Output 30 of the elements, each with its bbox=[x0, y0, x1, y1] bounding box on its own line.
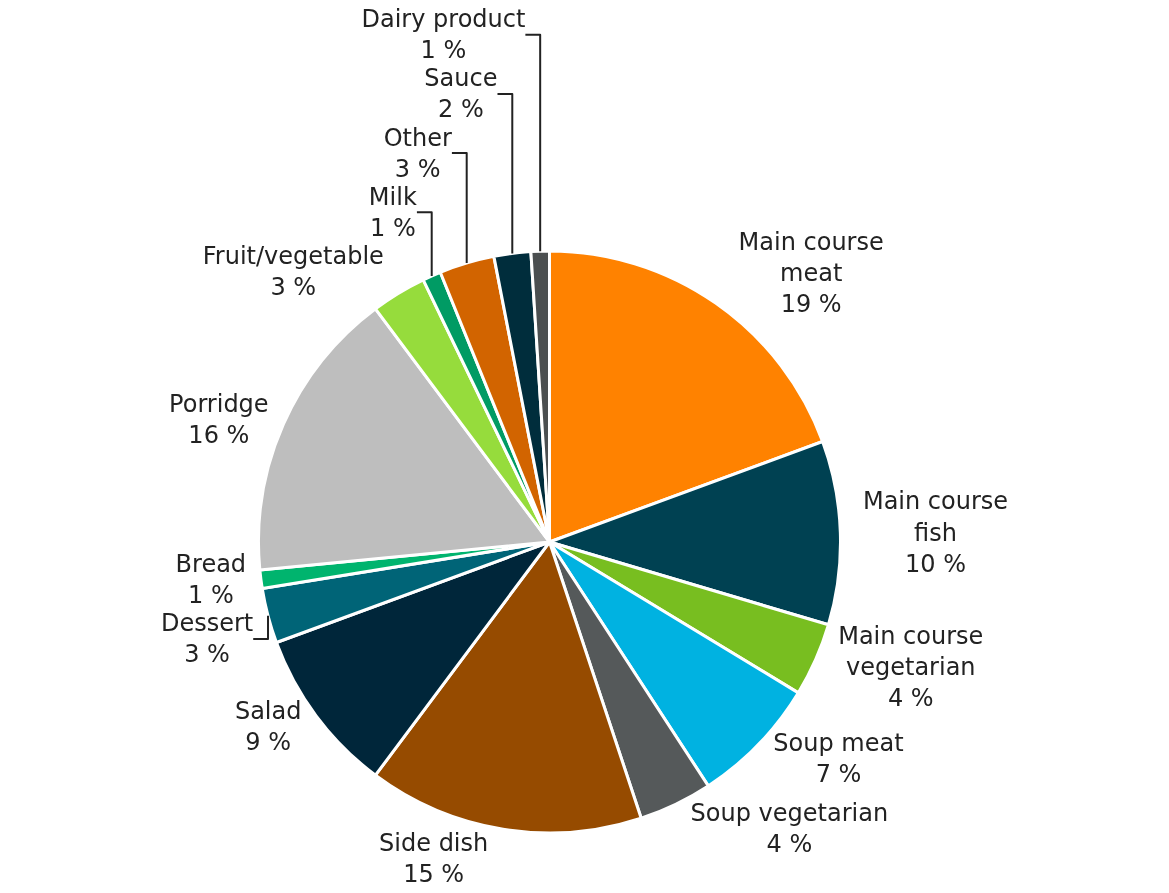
data-label: 4 % bbox=[887, 684, 934, 713]
slice-label: Salad bbox=[234, 697, 302, 726]
slice-label: Main course vegetarian bbox=[838, 622, 984, 682]
slice-label: Milk bbox=[368, 182, 417, 211]
slice-label: Other bbox=[383, 123, 452, 152]
data-label: 3 % bbox=[394, 154, 441, 183]
data-label: 3 % bbox=[184, 640, 230, 669]
data-label: 16 % bbox=[188, 420, 250, 449]
slice-label: Porridge bbox=[169, 389, 269, 418]
data-label: 10 % bbox=[905, 549, 967, 578]
slice-label: Main course fish bbox=[862, 487, 1009, 547]
data-label: 1 % bbox=[369, 213, 416, 242]
data-label: 9 % bbox=[245, 728, 292, 757]
data-label: 19 % bbox=[780, 290, 842, 319]
slice-label: Soup meat bbox=[773, 729, 904, 758]
slice-label: Sauce bbox=[424, 64, 498, 93]
data-label: 2 % bbox=[438, 95, 484, 124]
data-label: 1 % bbox=[187, 581, 234, 610]
data-label: 7 % bbox=[815, 760, 862, 789]
slice-label: Dessert bbox=[160, 609, 254, 638]
slice-label: Soup vegetarian bbox=[690, 798, 889, 827]
slice-label: Main course meat bbox=[738, 227, 884, 287]
slice-label: Dairy product bbox=[361, 5, 526, 34]
data-label: 15 % bbox=[403, 859, 465, 888]
data-label: 4 % bbox=[766, 829, 813, 858]
slice-label: Bread bbox=[175, 550, 247, 579]
data-label: 3 % bbox=[270, 273, 317, 302]
slice-label: Fruit/vegetable bbox=[202, 241, 384, 270]
data-label: 1 % bbox=[420, 36, 467, 65]
slice-label: Side dish bbox=[379, 828, 489, 857]
